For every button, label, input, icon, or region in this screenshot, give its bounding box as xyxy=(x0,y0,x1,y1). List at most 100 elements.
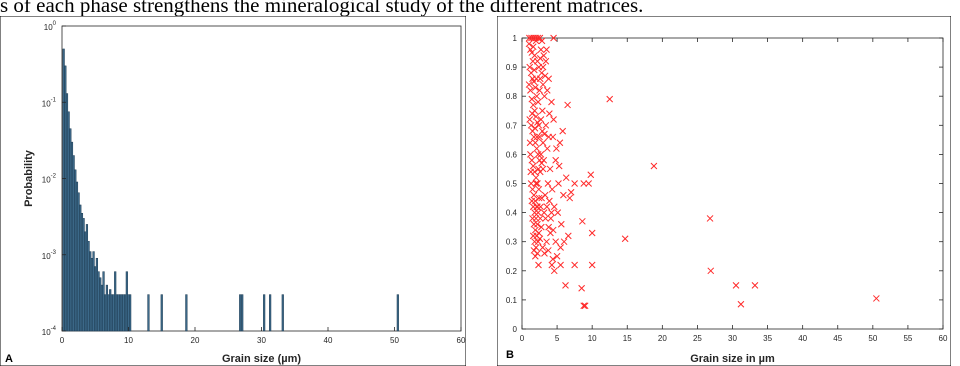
scatter-point xyxy=(541,130,548,138)
scatter-point xyxy=(560,238,568,246)
scatter-point xyxy=(527,87,534,94)
marker-stroke xyxy=(538,37,546,45)
marker-stroke xyxy=(531,238,538,246)
scatter-point xyxy=(531,209,538,216)
histogram-bar xyxy=(396,294,399,332)
scatter-point xyxy=(650,162,658,170)
marker-stroke xyxy=(559,127,567,135)
marker-stroke xyxy=(525,40,533,48)
marker-stroke xyxy=(529,185,536,193)
scatter-point xyxy=(535,194,543,202)
x-tick-label: 30 xyxy=(257,336,266,345)
scatter-point xyxy=(585,180,593,187)
scatter-point xyxy=(550,203,558,211)
marker-stroke xyxy=(534,151,542,158)
marker-stroke xyxy=(650,162,658,170)
marker-stroke xyxy=(606,95,614,103)
scatter-point xyxy=(732,281,740,289)
scatter-point xyxy=(528,95,536,103)
x-tick-label: 40 xyxy=(798,334,807,343)
scatter-point xyxy=(538,159,546,167)
x-tick-label: 35 xyxy=(763,334,772,343)
marker-stroke xyxy=(534,249,541,257)
marker-stroke xyxy=(580,302,588,310)
marker-stroke xyxy=(537,151,545,158)
marker-stroke xyxy=(540,156,548,164)
marker-stroke xyxy=(538,127,546,135)
scatter-point xyxy=(567,188,575,196)
marker-stroke xyxy=(537,203,544,211)
y-tick-label: 0.6 xyxy=(506,150,518,159)
histogram-chart: 0 10 20 30 40 50 60 100 10-1 10-2 10-3 10-4 Grain si… xyxy=(0,16,466,366)
scatter-point xyxy=(546,165,554,173)
marker-stroke xyxy=(550,34,557,42)
marker-stroke xyxy=(535,194,543,202)
scatter-point xyxy=(547,215,555,222)
marker-stroke xyxy=(537,223,545,231)
y-tick-label: 0.9 xyxy=(506,63,518,72)
scatter-point xyxy=(550,116,557,123)
marker-stroke xyxy=(707,267,715,275)
marker-stroke xyxy=(585,180,593,187)
marker-stroke xyxy=(581,302,589,310)
marker-stroke xyxy=(527,168,535,176)
marker-stroke xyxy=(527,151,534,158)
marker-stroke xyxy=(546,110,553,118)
histogram-bar xyxy=(185,294,188,332)
scatter-point xyxy=(533,145,541,152)
scatter-point xyxy=(531,252,539,260)
scatter-point xyxy=(555,162,563,170)
scatter-point xyxy=(562,174,570,182)
y-tick-label: 0.2 xyxy=(506,267,518,276)
scatter-point xyxy=(536,87,543,94)
marker-stroke xyxy=(542,121,550,129)
marker-stroke xyxy=(530,66,538,74)
scatter-point xyxy=(529,101,537,109)
scatter-point xyxy=(531,238,538,246)
scatter-point xyxy=(537,203,544,211)
scatter-point xyxy=(540,52,548,59)
y-tick-label: 0 xyxy=(513,325,518,334)
scatter-point xyxy=(706,215,714,222)
x-tick-label: 55 xyxy=(903,334,912,343)
scatter-point xyxy=(552,238,560,246)
marker-stroke xyxy=(525,81,533,88)
marker-stroke xyxy=(588,229,596,237)
scatter-point xyxy=(581,302,589,310)
histogram-bar xyxy=(263,294,266,332)
marker-stroke xyxy=(548,261,556,269)
panel-label: B xyxy=(506,349,514,361)
scatter-point xyxy=(543,46,550,53)
scatter-point xyxy=(525,40,533,48)
y-tick-label: 0.4 xyxy=(506,209,518,218)
marker-stroke xyxy=(529,101,537,109)
marker-stroke xyxy=(537,116,545,123)
marker-stroke xyxy=(535,121,543,129)
marker-stroke xyxy=(732,281,740,289)
scatter-point xyxy=(534,98,542,106)
marker-stroke xyxy=(872,295,880,302)
marker-stroke xyxy=(529,43,537,51)
y-tick-label: 0.7 xyxy=(506,121,518,130)
marker-stroke xyxy=(541,92,548,100)
scatter-point xyxy=(555,180,562,187)
x-tick-label: 25 xyxy=(693,334,702,343)
marker-stroke xyxy=(578,284,585,292)
histogram-bar xyxy=(241,294,244,332)
marker-stroke xyxy=(526,139,534,147)
scatter-point xyxy=(580,180,588,187)
scatter-point xyxy=(571,180,578,187)
scatter-point xyxy=(578,217,586,225)
marker-stroke xyxy=(535,229,543,237)
scatter-point xyxy=(546,110,553,118)
marker-stroke xyxy=(538,107,546,115)
y-tick-label: 1 xyxy=(513,34,518,43)
marker-stroke xyxy=(527,121,535,129)
scatter-point xyxy=(529,162,537,170)
marker-stroke xyxy=(554,209,562,216)
marker-stroke xyxy=(535,165,542,173)
marker-stroke xyxy=(550,267,558,275)
scatter-point xyxy=(532,174,540,182)
scatter-point xyxy=(557,220,565,228)
x-tick-label: 60 xyxy=(457,336,466,345)
